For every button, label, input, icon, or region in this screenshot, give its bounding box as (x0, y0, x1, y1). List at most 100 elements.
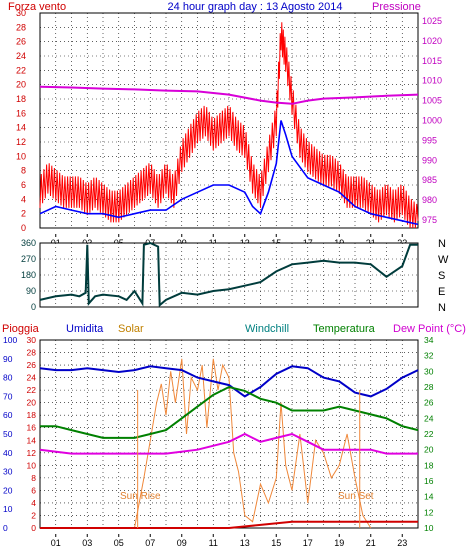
x-tick-label: 21 (366, 538, 376, 548)
legend-temperatura: Temperatura (313, 323, 376, 335)
y-rain-tick-label: 30 (3, 467, 13, 477)
x-tick-label: 23 (397, 538, 407, 548)
y-right-tick-label: 980 (422, 195, 437, 205)
y-solar-tick-label: 24 (27, 373, 37, 383)
y-solar-tick-label: 8 (31, 473, 36, 483)
y-temp-tick-label: 20 (424, 445, 434, 455)
y-left-tick-label: 180 (21, 270, 36, 280)
y-left-tick-label: 8 (21, 166, 26, 176)
y-temp-tick-label: 28 (424, 382, 434, 392)
y-rain-tick-label: 50 (3, 429, 13, 439)
x-tick-label: 05 (114, 538, 124, 548)
legend-windchill: Windchill (245, 323, 289, 335)
y-left-tick-label: 0 (31, 302, 36, 312)
y-solar-tick-label: 18 (27, 410, 37, 420)
y-left-tick-label: 22 (16, 65, 26, 75)
x-tick-label: 01 (51, 538, 61, 548)
y-right-tick-label: 985 (422, 175, 437, 185)
y-temp-tick-label: 12 (424, 507, 434, 517)
y-temp-tick-label: 16 (424, 476, 434, 486)
y-left-tick-label: 270 (21, 254, 36, 264)
y-left-tick-label: 6 (21, 180, 26, 190)
compass-label: N (438, 238, 446, 250)
y-rain-tick-label: 70 (3, 391, 13, 401)
y-right-tick-label: 1010 (422, 76, 442, 86)
y-solar-tick-label: 0 (31, 523, 36, 533)
y-left-tick-label: 14 (16, 123, 26, 133)
compass-label: E (438, 286, 445, 298)
y-right-tick-label: 1020 (422, 36, 442, 46)
compass-label: S (438, 270, 445, 282)
y-left-tick-label: 18 (16, 94, 26, 104)
header-left-label: Forza vento (8, 1, 66, 13)
y-rain-tick-label: 100 (3, 335, 17, 345)
y-left-tick-label: 2 (21, 209, 26, 219)
y-temp-tick-label: 32 (424, 351, 434, 361)
x-tick-label: 15 (271, 538, 281, 548)
y-temp-tick-label: 18 (424, 460, 434, 470)
y-left-tick-label: 16 (16, 108, 26, 118)
x-tick-label: 07 (145, 538, 155, 548)
y-solar-tick-label: 4 (31, 498, 36, 508)
y-temp-tick-label: 34 (424, 335, 434, 345)
y-right-tick-label: 975 (422, 215, 437, 225)
y-left-tick-label: 360 (21, 238, 36, 248)
series-pressione (39, 85, 419, 105)
y-solar-tick-label: 16 (27, 423, 37, 433)
y-temp-tick-label: 24 (424, 413, 434, 423)
y-temp-tick-label: 26 (424, 398, 434, 408)
sunrise-label: Sun Rise (120, 491, 161, 502)
x-tick-label: 19 (334, 538, 344, 548)
y-solar-tick-label: 30 (27, 335, 37, 345)
y-solar-tick-label: 26 (27, 360, 37, 370)
legend-umidita: Umidita (66, 323, 104, 335)
y-left-tick-label: 30 (16, 8, 26, 18)
y-left-tick-label: 20 (16, 80, 26, 90)
y-rain-tick-label: 60 (3, 410, 13, 420)
y-left-tick-label: 4 (21, 194, 26, 204)
y-temp-tick-label: 22 (424, 429, 434, 439)
y-right-tick-label: 1000 (422, 116, 442, 126)
y-right-tick-label: 1005 (422, 96, 442, 106)
y-right-tick-label: 1025 (422, 16, 442, 26)
series-pioggia (40, 520, 418, 529)
y-right-tick-label: 1015 (422, 56, 442, 66)
y-solar-tick-label: 28 (27, 348, 37, 358)
y-left-tick-label: 28 (16, 22, 26, 32)
x-tick-label: 03 (82, 538, 92, 548)
plot-frame (39, 12, 419, 229)
y-solar-tick-label: 14 (27, 435, 37, 445)
x-tick-label: 13 (240, 538, 250, 548)
series-temperatura (40, 385, 419, 439)
header-title: 24 hour graph day : 13 Agosto 2014 (168, 1, 343, 13)
weather-panel: 0102030405060708090100024681012141618202… (3, 335, 434, 548)
y-solar-tick-label: 20 (27, 398, 37, 408)
y-temp-tick-label: 30 (424, 366, 434, 376)
y-rain-tick-label: 20 (3, 485, 13, 495)
y-rain-tick-label: 0 (3, 523, 8, 533)
x-tick-label: 17 (303, 538, 313, 548)
series-forza-vento (39, 22, 419, 229)
series-direzione (39, 241, 418, 308)
y-temp-tick-label: 14 (424, 492, 434, 502)
x-tick-label: 09 (177, 538, 187, 548)
legend-solar: Solar (118, 323, 144, 335)
y-solar-tick-label: 12 (27, 448, 37, 458)
x-tick-label: 11 (209, 538, 218, 548)
y-right-tick-label: 995 (422, 135, 437, 145)
y-rain-tick-label: 90 (3, 354, 13, 364)
y-left-tick-label: 10 (16, 151, 26, 161)
y-left-tick-label: 26 (16, 37, 26, 47)
compass-label: W (438, 254, 449, 266)
y-left-tick-label: 12 (16, 137, 26, 147)
y-solar-tick-label: 10 (27, 460, 37, 470)
sunset-label: Sun Set (338, 491, 374, 502)
y-left-tick-label: 0 (21, 223, 26, 233)
series-umidita (39, 365, 419, 398)
header-right-label: Pressione (372, 1, 421, 13)
y-solar-tick-label: 2 (31, 510, 36, 520)
legend-pioggia: Pioggia (2, 323, 40, 335)
